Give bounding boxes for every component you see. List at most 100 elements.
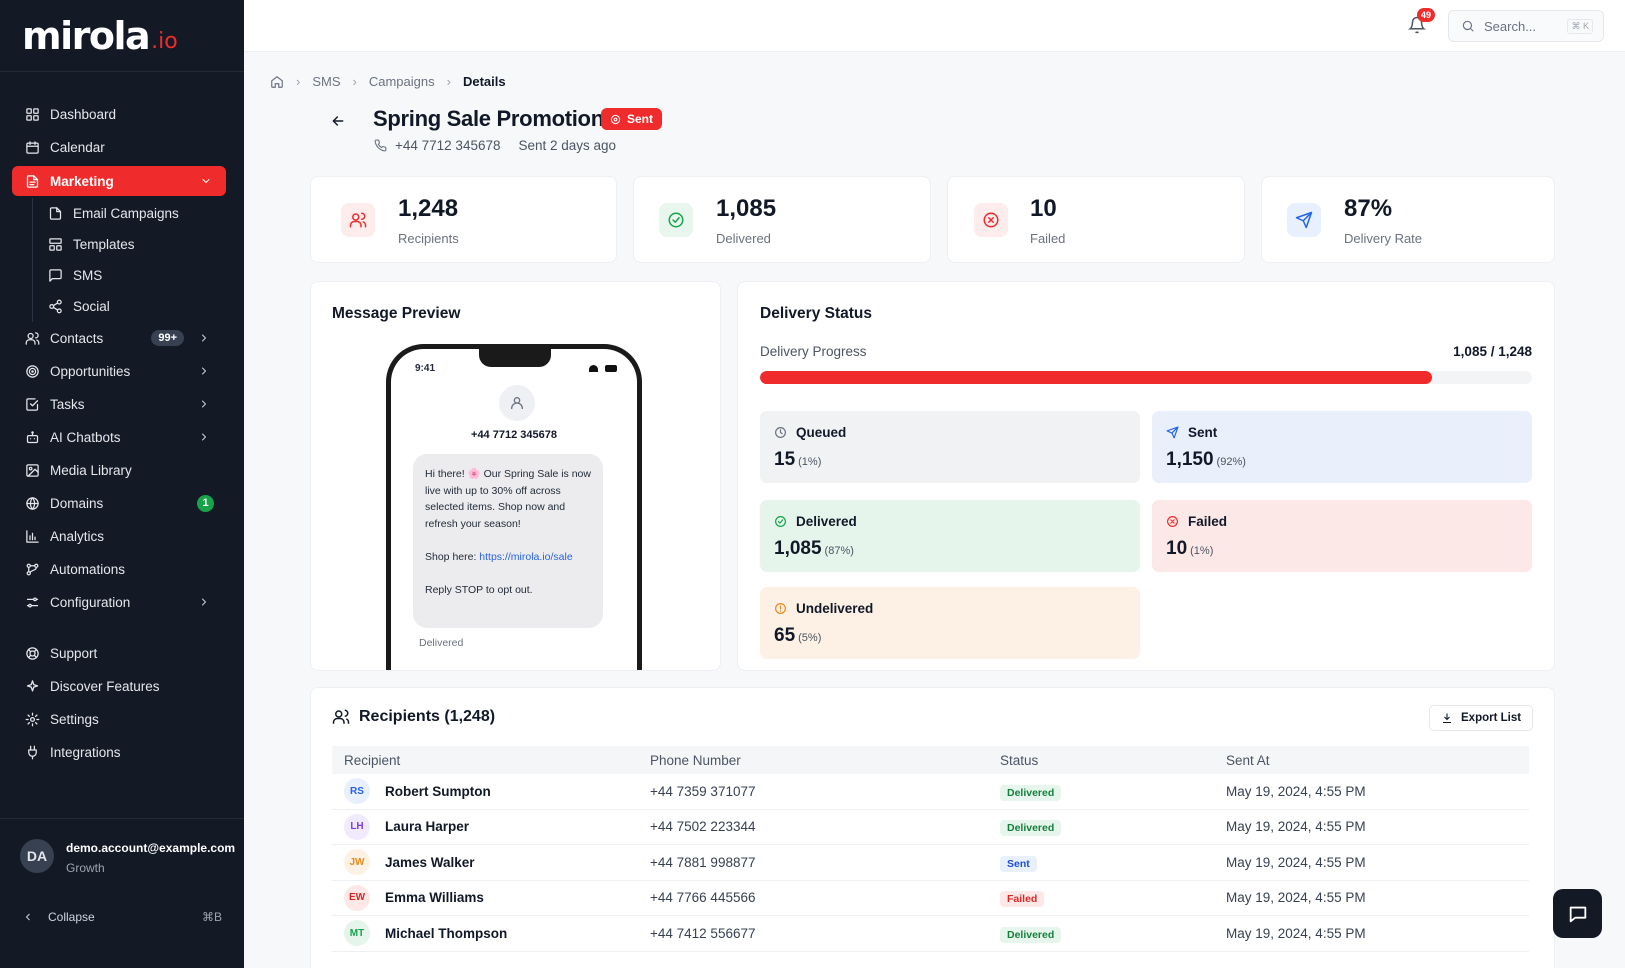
sidebar-item-opportunities[interactable]: Opportunities bbox=[0, 355, 244, 388]
recipient-cell: MT Michael Thompson bbox=[332, 920, 650, 947]
status-badge: Sent bbox=[601, 108, 663, 130]
gear-icon bbox=[24, 712, 40, 728]
sidebar-item-label: Calendar bbox=[50, 140, 105, 155]
sidebar-item-ai-chatbots[interactable]: AI Chatbots bbox=[0, 421, 244, 454]
notifications-button[interactable]: 49 bbox=[1407, 8, 1436, 36]
recipient-sent-at: May 19, 2024, 4:55 PM bbox=[1226, 890, 1366, 906]
tile-header: Failed bbox=[1166, 514, 1227, 529]
stat-value: 87% bbox=[1344, 195, 1393, 222]
column-header-sent-at[interactable]: Sent At bbox=[1226, 752, 1270, 768]
x-circle-icon bbox=[974, 203, 1008, 237]
sidebar-item-integrations[interactable]: Integrations bbox=[0, 736, 244, 769]
export-label: Export List bbox=[1461, 712, 1522, 724]
table-row[interactable]: RS Robert Sumpton +44 7359 371077 Deliver… bbox=[332, 774, 1529, 810]
sidebar-item-label: Discover Features bbox=[50, 679, 160, 694]
sidebar-item-label: Domains bbox=[50, 496, 104, 511]
sidebar-item-tasks[interactable]: Tasks bbox=[0, 388, 244, 421]
contacts-count-badge: 99+ bbox=[151, 330, 184, 346]
tile-percent: (92%) bbox=[1216, 456, 1246, 468]
sparkles-icon bbox=[24, 679, 40, 695]
tile-value: 1,085 (87%) bbox=[774, 538, 854, 560]
share-icon bbox=[47, 299, 63, 315]
tile-queued: Queued 15 (1%) bbox=[760, 411, 1140, 483]
tile-value: 10 (1%) bbox=[1166, 538, 1213, 560]
column-header-status[interactable]: Status bbox=[1000, 752, 1039, 768]
column-header-phone[interactable]: Phone Number bbox=[650, 752, 741, 768]
table-row[interactable]: LH Laura Harper +44 7502 223344 Delivered… bbox=[332, 810, 1529, 845]
tile-header: Delivered bbox=[774, 514, 857, 529]
sidebar-item-configuration[interactable]: Configuration bbox=[0, 586, 244, 619]
recipient-phone: +44 7502 223344 bbox=[650, 819, 756, 835]
chevron-right-icon bbox=[198, 431, 210, 443]
sidebar-item-label: Contacts bbox=[50, 331, 104, 346]
user-profile[interactable]: DA demo.account@example.com Growth bbox=[0, 818, 244, 875]
recipient-sent-at: May 19, 2024, 4:55 PM bbox=[1226, 854, 1366, 870]
stat-card-delivered: 1,085 Delivered bbox=[633, 176, 931, 263]
tile-count: 1,085 bbox=[774, 538, 822, 559]
user-plan: Growth bbox=[66, 861, 105, 875]
sidebar-item-marketing[interactable]: Marketing bbox=[12, 166, 226, 196]
logo[interactable]: mirola .io bbox=[0, 0, 244, 72]
back-button[interactable] bbox=[330, 113, 348, 131]
sidebar-item-automations[interactable]: Automations bbox=[0, 553, 244, 586]
export-list-button[interactable]: Export List bbox=[1429, 705, 1534, 731]
table-row[interactable]: MT Michael Thompson +44 7412 556677 Deliv… bbox=[332, 916, 1529, 952]
stat-card-delivery-rate: 87% Delivery Rate bbox=[1261, 176, 1555, 263]
message-preview-card: Message Preview 9:41 +44 7712 345678 Hi … bbox=[310, 281, 721, 671]
table-row[interactable]: JW James Walker +44 7881 998877 Sent May … bbox=[332, 845, 1529, 881]
message-shop-label: Shop here: bbox=[425, 550, 480, 563]
sidebar: mirola .io Dashboard Calendar Marketing … bbox=[0, 0, 244, 968]
sidebar-item-domains[interactable]: Domains 1 bbox=[0, 487, 244, 520]
battery-icon bbox=[605, 365, 617, 372]
message-shop-line: Shop here: https://mirola.io/sale bbox=[425, 549, 591, 566]
sidebar-item-label: AI Chatbots bbox=[50, 430, 121, 445]
recipient-name: Emma Williams bbox=[385, 890, 484, 906]
phone-status-icons bbox=[589, 365, 617, 372]
sidebar-item-templates[interactable]: Templates bbox=[33, 229, 244, 260]
recipient-initials: LH bbox=[344, 813, 370, 840]
sidebar-item-label: Integrations bbox=[50, 745, 121, 760]
sidebar-item-media-library[interactable]: Media Library bbox=[0, 454, 244, 487]
message-shop-link[interactable]: https://mirola.io/sale bbox=[479, 550, 573, 563]
progress-label: Delivery Progress bbox=[760, 344, 867, 359]
breadcrumb-campaigns[interactable]: Campaigns bbox=[368, 74, 435, 89]
chat-support-button[interactable] bbox=[1553, 889, 1602, 938]
delivery-progress-bar bbox=[760, 371, 1532, 384]
recipient-initials: JW bbox=[344, 849, 370, 876]
search-input[interactable]: Search... ⌘ K bbox=[1448, 10, 1604, 42]
sidebar-item-contacts[interactable]: Contacts 99+ bbox=[0, 322, 244, 355]
lifebuoy-icon bbox=[24, 646, 40, 662]
wifi-icon bbox=[589, 365, 598, 372]
status-circle-icon bbox=[610, 114, 621, 124]
sidebar-item-support[interactable]: Support bbox=[0, 637, 244, 670]
sidebar-item-dashboard[interactable]: Dashboard bbox=[0, 98, 244, 131]
clock-icon bbox=[775, 427, 786, 438]
sidebar-item-analytics[interactable]: Analytics bbox=[0, 520, 244, 553]
tile-sent: Sent 1,150 (92%) bbox=[1152, 411, 1532, 483]
sidebar-item-email-campaigns[interactable]: Email Campaigns bbox=[33, 198, 244, 229]
recipient-phone: +44 7359 371077 bbox=[650, 783, 756, 799]
sidebar-item-calendar[interactable]: Calendar bbox=[0, 131, 244, 164]
sidebar-item-label: Templates bbox=[73, 237, 135, 252]
delivery-status-title: Delivery Status bbox=[760, 305, 872, 322]
home-icon[interactable] bbox=[270, 75, 284, 89]
sidebar-item-settings[interactable]: Settings bbox=[0, 703, 244, 736]
recipient-sent-at: May 19, 2024, 4:55 PM bbox=[1226, 819, 1366, 835]
bot-icon bbox=[24, 430, 40, 446]
breadcrumb-sms[interactable]: SMS bbox=[312, 74, 341, 89]
sidebar-item-sms[interactable]: SMS bbox=[33, 260, 244, 291]
users-icon bbox=[24, 331, 40, 347]
download-icon bbox=[1443, 713, 1451, 724]
sidebar-item-discover-features[interactable]: Discover Features bbox=[0, 670, 244, 703]
sidebar-item-social[interactable]: Social bbox=[33, 291, 244, 322]
table-row[interactable]: EW Emma Williams +44 7766 445566 Failed M… bbox=[332, 881, 1529, 916]
chevron-right-icon bbox=[198, 365, 210, 377]
image-icon bbox=[24, 463, 40, 479]
user-info: demo.account@example.com Growth bbox=[66, 839, 235, 875]
column-header-recipient[interactable]: Recipient bbox=[344, 752, 401, 768]
collapse-button[interactable]: Collapse ⌘B bbox=[22, 910, 222, 924]
phone-mockup: 9:41 +44 7712 345678 Hi there! 🌸 Our Spr… bbox=[386, 344, 642, 670]
stat-label: Failed bbox=[1030, 231, 1066, 246]
check-circle-icon bbox=[659, 203, 693, 237]
recipient-cell: JW James Walker bbox=[332, 849, 650, 876]
